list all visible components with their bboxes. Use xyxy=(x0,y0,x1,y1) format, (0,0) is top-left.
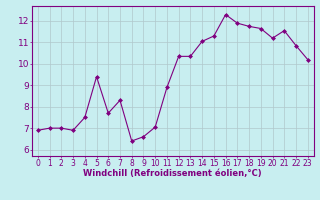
X-axis label: Windchill (Refroidissement éolien,°C): Windchill (Refroidissement éolien,°C) xyxy=(84,169,262,178)
